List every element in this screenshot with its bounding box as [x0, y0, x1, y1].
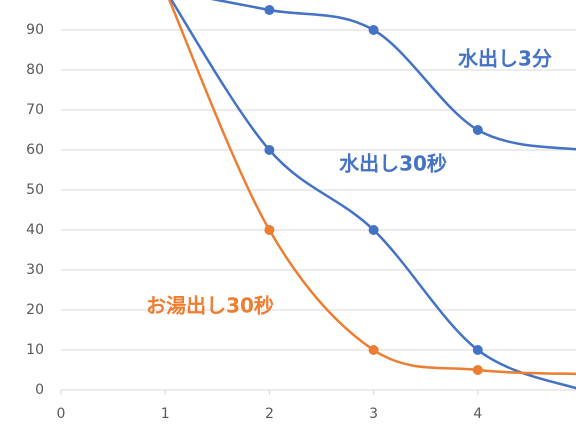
y-tick-label: 20	[26, 302, 44, 318]
point	[368, 25, 379, 35]
y-tick-label: 40	[26, 222, 44, 238]
y-tick-label: 80	[26, 62, 44, 78]
series-label: 水出し30秒	[339, 152, 447, 176]
y-tick-label: 30	[26, 262, 44, 278]
y-tick-label: 10	[26, 342, 44, 358]
point	[264, 145, 275, 155]
point	[368, 225, 379, 235]
y-tick-label: 0	[35, 382, 44, 398]
x-tick-label: 4	[473, 406, 482, 422]
x-tick-label: 2	[265, 406, 274, 422]
y-tick-label: 50	[26, 182, 44, 198]
point	[472, 345, 483, 355]
series-line	[210, 0, 576, 151]
y-tick-label: 70	[26, 102, 44, 118]
series-label: 水出し3分	[458, 47, 552, 71]
series-label: お湯出し30秒	[146, 294, 274, 318]
y-tick-label: 60	[26, 142, 44, 158]
point	[264, 225, 275, 235]
x-tick-label: 1	[161, 406, 170, 422]
y-tick-label: 90	[26, 22, 44, 38]
x-tick-label: 3	[369, 406, 378, 422]
point	[472, 125, 483, 135]
point	[368, 345, 379, 355]
point	[264, 5, 275, 15]
series-line	[168, 0, 576, 376]
point	[472, 365, 483, 375]
x-tick-label: 0	[57, 406, 66, 422]
